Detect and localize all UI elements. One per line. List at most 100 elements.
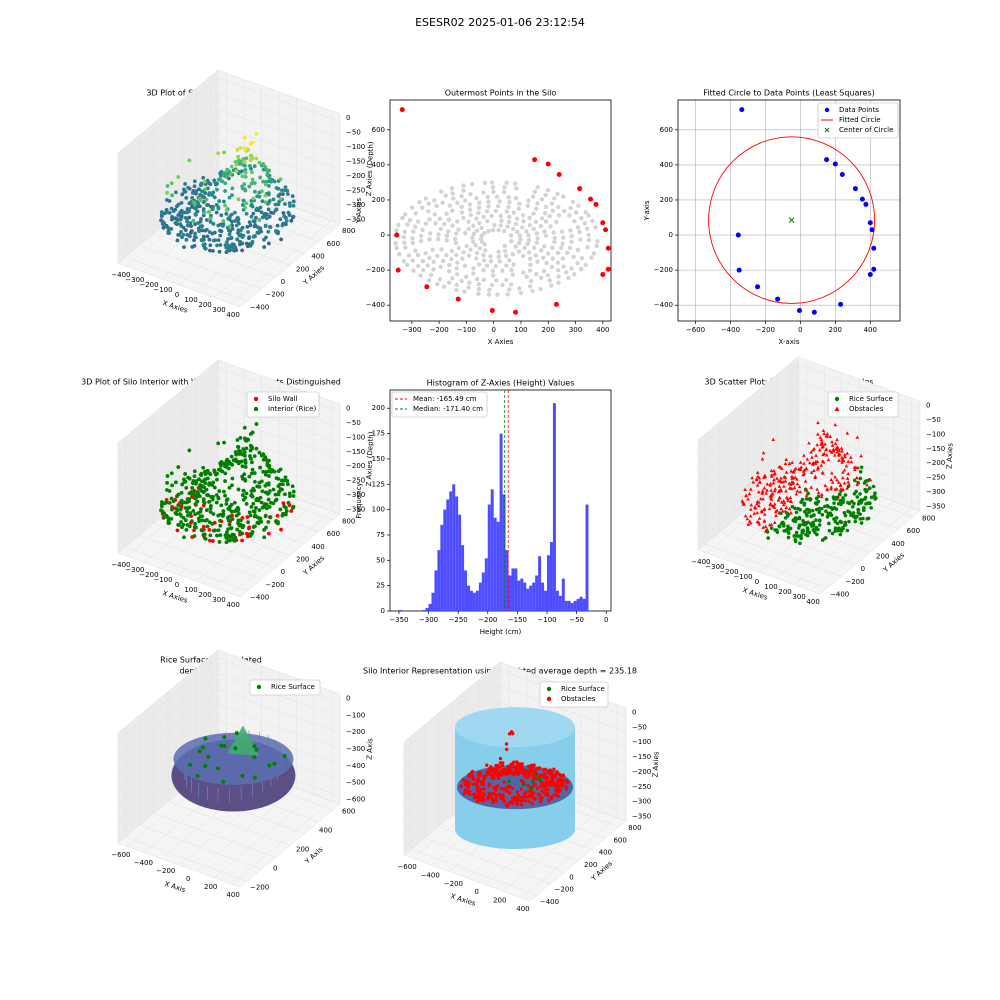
p6-obstacle-point [830,471,834,475]
p5-hist-bar [425,607,429,611]
p7-rice-point [267,763,272,768]
p1-data-point [250,177,255,182]
p2-interior-point [497,259,502,264]
p2-interior-point [396,222,401,228]
p4-legend-label: Interior (Rice) [268,405,316,413]
p6-obstacle-point [780,500,784,504]
p3-ytick-label: 200 [660,196,673,204]
p4-rice-point [180,525,184,530]
p6-obstacle-point [823,483,828,487]
p2-interior-point [545,188,551,193]
p5-hist-bar [511,568,515,611]
p2-interior-point [483,248,488,253]
p2-xtick-label: 400 [596,326,609,334]
p4-legend-marker [253,406,259,412]
p1-data-point [258,205,263,210]
p6-obstacle-point [805,457,810,461]
p1-data-point [192,184,197,189]
p4-rice-point [170,507,174,512]
p2-interior-point [403,245,408,250]
p2-outermost-point [553,301,559,307]
p2-interior-point [579,255,585,261]
p2-interior-point [575,247,581,253]
p2-interior-point [534,271,539,277]
p2-interior-point [394,228,399,233]
p6-rice-point [799,500,803,504]
p2-interior-point [494,194,500,199]
p1-data-point [165,198,169,202]
p4-rice-point [239,518,243,523]
p1-data-point [208,248,212,253]
p1-data-point [251,196,256,201]
p2-interior-point [562,208,567,214]
p6-obstacle-point [763,473,767,477]
p7-grid-line [217,689,341,734]
p3-data-point [859,196,865,202]
p3-data-point [871,245,877,251]
p6-obstacle-point [859,453,863,458]
p6-obstacle-point [835,450,840,454]
p6-obstacle-point [814,453,818,457]
p2-interior-point [476,205,482,210]
p2-interior-point [502,248,508,254]
p2-interior-point [548,224,553,229]
p4-rice-point [185,513,190,518]
p4-rice-point [185,509,189,514]
p6-rice-point [839,529,844,533]
p4-rice-point [201,532,206,537]
p2-interior-point [427,237,432,242]
p8-obstacle-point [478,795,483,800]
p1-data-point [211,248,215,253]
p7-ztick-label: −400 [346,762,365,770]
p2-interior-point [400,215,405,221]
p1-data-point [262,237,266,242]
p1-data-point [236,154,240,159]
p1-ztick-label: −100 [346,143,365,151]
p4-rice-point [192,534,197,538]
p2-interior-point [507,258,512,263]
p8-obstacle-point [508,791,512,795]
p8-obstacle-point [535,786,540,790]
p2-interior-point [484,263,490,268]
p1-data-point [180,235,184,240]
p2-interior-point [539,248,544,253]
p4-rice-point [242,450,247,455]
p8-obstacle-point [485,763,489,767]
p4-ztick-label: 0 [346,404,350,412]
p4-rice-point [194,479,199,484]
p1-data-point [227,224,232,229]
p2-interior-point [534,206,539,211]
p1-data-point [237,158,241,163]
p4-rice-point [263,490,268,495]
p1-data-point [243,170,248,175]
p6-obstacle-point [776,479,781,483]
p6-obstacle-point [846,480,851,484]
p8-obstacle-point [532,777,536,781]
p4-rice-point [247,474,252,479]
p4-xtick-label: 100 [184,586,197,594]
p1-ytick-label: 200 [296,265,309,273]
p4-rice-point [247,510,252,515]
p4-grid-line [217,367,341,413]
p2-interior-point [595,239,600,244]
p2-ytick-label: 400 [372,161,385,169]
p5-xlabel: Height (cm) [480,628,522,636]
p8-obstacle-point [500,763,505,768]
p1-data-point [260,199,265,204]
p4-rice-point [200,479,204,484]
p2-interior-point [444,238,449,243]
p3-ytick-label: 400 [660,161,673,169]
p1-data-point [223,203,227,208]
p3-data-point [839,172,845,178]
p7-rice-point [233,746,238,751]
p1-data-point [224,245,229,250]
p8-obstacle-point [468,775,472,779]
p1-data-point [183,228,188,233]
p5-hist-bar [547,555,550,611]
p5-hist-bar [493,517,497,611]
p2-interior-point [413,248,418,253]
p2-interior-point [438,264,443,269]
p4-rice-point [228,526,233,531]
p1-data-point [167,231,172,235]
p8-obstacle-point [459,784,463,788]
